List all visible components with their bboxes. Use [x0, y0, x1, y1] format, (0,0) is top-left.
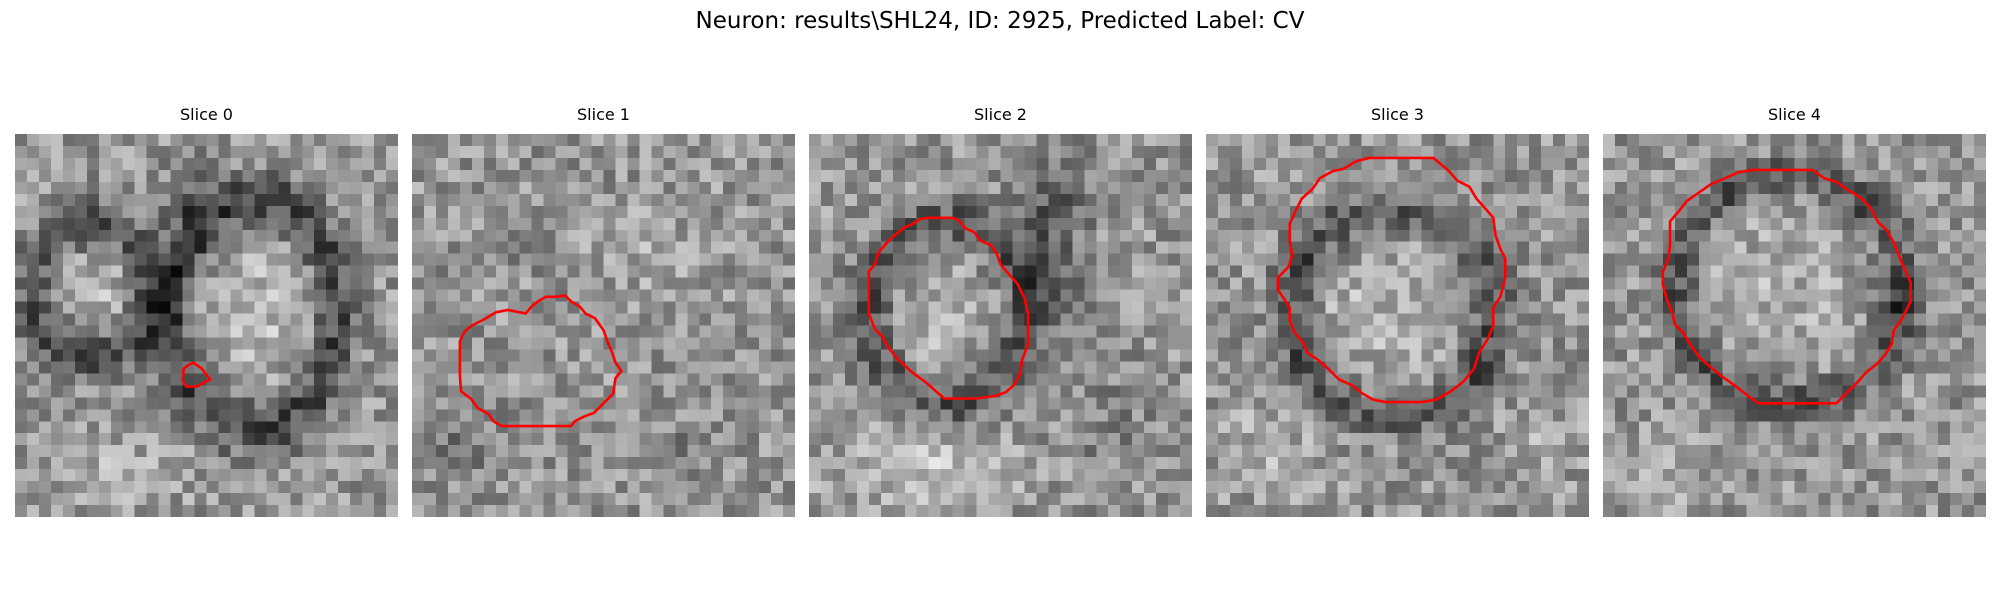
slice-title: Slice 1 [577, 105, 630, 124]
slice-title: Slice 3 [1371, 105, 1424, 124]
slice-image-svg [809, 134, 1192, 517]
slice-title: Slice 2 [974, 105, 1027, 124]
slice-image-svg [1603, 134, 1986, 517]
roi-contour [460, 296, 622, 426]
grayscale-pixels [1603, 134, 1986, 517]
slice-panel-2: Slice 2 [809, 104, 1192, 527]
slice-image [1603, 134, 1986, 517]
slice-title: Slice 0 [180, 105, 233, 124]
roi-contour [1663, 170, 1911, 403]
slice-image-svg [412, 134, 795, 517]
slice-panel-0: Slice 0 [15, 104, 398, 527]
slice-image [809, 134, 1192, 517]
slice-panel-4: Slice 4 [1603, 104, 1986, 527]
slice-title: Slice 4 [1768, 105, 1821, 124]
slice-image [412, 134, 795, 517]
roi-contour [869, 218, 1028, 399]
slice-image-svg [1206, 134, 1589, 517]
slice-panel-3: Slice 3 [1206, 104, 1589, 527]
roi-contour [1278, 158, 1505, 402]
grayscale-pixels [412, 134, 795, 517]
slice-image-svg [15, 134, 398, 517]
slice-panel-1: Slice 1 [412, 104, 795, 527]
slice-image [15, 134, 398, 517]
slice-image [1206, 134, 1589, 517]
grayscale-pixels [809, 134, 1192, 517]
grayscale-pixels [1206, 134, 1589, 517]
roi-contour [183, 363, 211, 387]
grayscale-pixels [15, 134, 398, 517]
figure-title: Neuron: results\SHL24, ID: 2925, Predict… [695, 8, 1305, 34]
